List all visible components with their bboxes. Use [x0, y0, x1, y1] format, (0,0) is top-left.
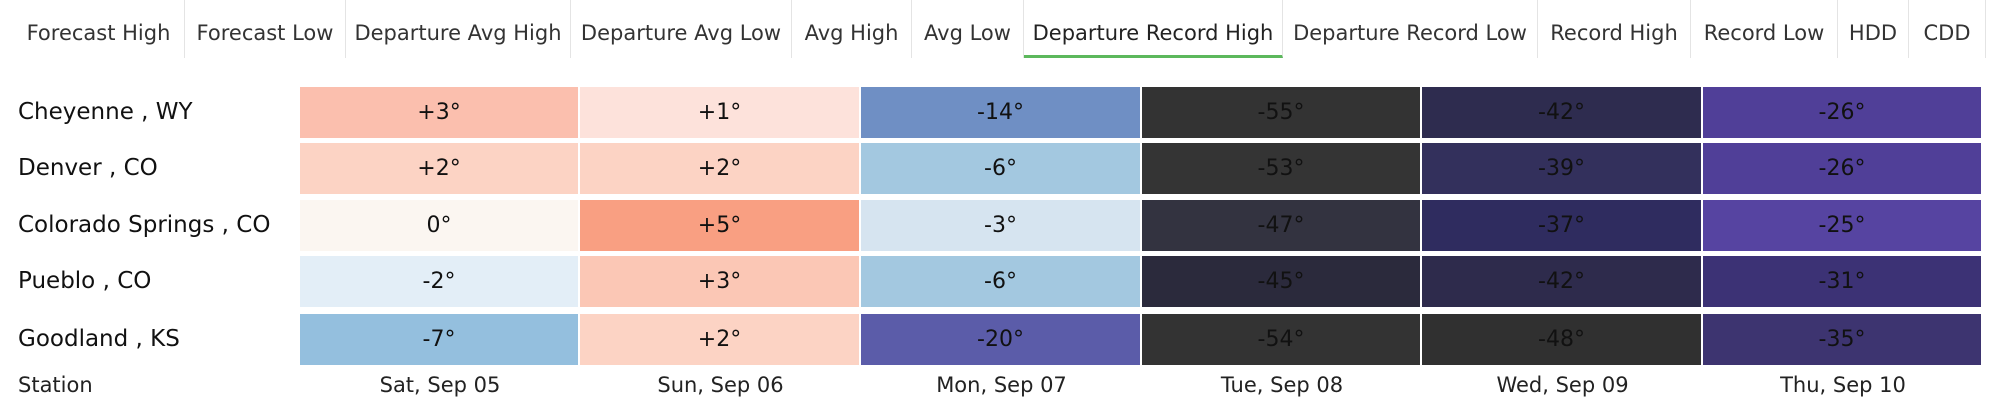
station-name: Denver , CO — [18, 155, 158, 181]
station-name: Colorado Springs , CO — [18, 212, 271, 238]
date-label: Tue, Sep 08 — [1220, 373, 1344, 397]
value-cell: +2° — [580, 314, 859, 365]
date-label: Sun, Sep 06 — [657, 373, 784, 397]
value-cell: -42° — [1422, 87, 1701, 138]
value-cell: -39° — [1422, 143, 1701, 194]
value-cell: 0° — [300, 200, 578, 251]
value-cell: -25° — [1703, 200, 1981, 251]
value-cell: -26° — [1703, 143, 1981, 194]
value-cell: -20° — [861, 314, 1140, 365]
value-cell: +1° — [580, 87, 859, 138]
station-name: Goodland , KS — [18, 326, 180, 352]
station-name: Cheyenne , WY — [18, 99, 193, 125]
value-cell: -54° — [1142, 314, 1420, 365]
column-label: Station — [18, 373, 93, 397]
value-cell: -37° — [1422, 200, 1701, 251]
value-cell: -42° — [1422, 256, 1701, 307]
tab[interactable]: Forecast High — [13, 0, 185, 58]
value-cell: -2° — [300, 256, 578, 307]
value-cell: -26° — [1703, 87, 1981, 138]
tab[interactable]: Departure Avg Low — [571, 0, 792, 58]
date-label: Thu, Sep 10 — [1780, 373, 1906, 397]
tab[interactable]: CDD — [1909, 0, 1986, 58]
tab[interactable]: Departure Record High — [1024, 0, 1283, 58]
date-label: Sat, Sep 05 — [379, 373, 501, 397]
tab[interactable]: Record High — [1538, 0, 1691, 58]
tab[interactable]: Forecast Low — [185, 0, 346, 58]
value-cell: -47° — [1142, 200, 1420, 251]
value-cell: -14° — [861, 87, 1140, 138]
value-cell: -45° — [1142, 256, 1420, 307]
tab[interactable]: Departure Avg High — [346, 0, 571, 58]
value-cell: +3° — [300, 87, 578, 138]
tab[interactable]: Avg Low — [912, 0, 1024, 58]
value-cell: -35° — [1703, 314, 1981, 365]
value-cell: -7° — [300, 314, 578, 365]
tab[interactable]: Departure Record Low — [1283, 0, 1538, 58]
value-cell: +2° — [300, 143, 578, 194]
value-cell: -48° — [1422, 314, 1701, 365]
value-cell: +3° — [580, 256, 859, 307]
value-cell: +2° — [580, 143, 859, 194]
value-cell: -55° — [1142, 87, 1420, 138]
value-cell: -3° — [861, 200, 1140, 251]
value-cell: -31° — [1703, 256, 1981, 307]
tab[interactable]: Record Low — [1691, 0, 1838, 58]
value-cell: -53° — [1142, 143, 1420, 194]
tab[interactable]: Avg High — [792, 0, 912, 58]
value-cell: -6° — [861, 143, 1140, 194]
value-cell: -6° — [861, 256, 1140, 307]
value-cell: +5° — [580, 200, 859, 251]
tab[interactable]: HDD — [1838, 0, 1909, 58]
date-label: Wed, Sep 09 — [1496, 373, 1629, 397]
station-name: Pueblo , CO — [18, 268, 152, 294]
date-label: Mon, Sep 07 — [936, 373, 1067, 397]
